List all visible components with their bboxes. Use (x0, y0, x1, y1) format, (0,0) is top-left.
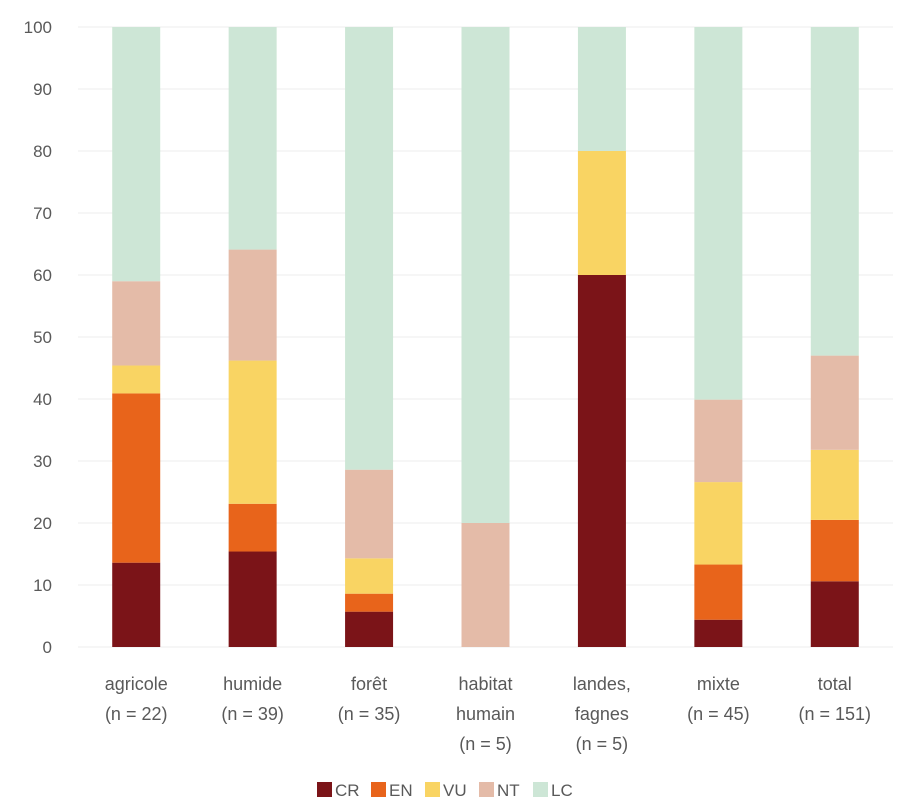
y-tick-label: 70 (33, 204, 52, 223)
bar-segment-en (228, 503, 277, 552)
legend-label-vu: VU (443, 781, 467, 800)
legend-swatch-cr (317, 782, 332, 797)
y-tick-label: 30 (33, 452, 52, 471)
y-tick-label: 10 (33, 576, 52, 595)
x-category-label: agricole (105, 674, 168, 694)
x-category-label: humain (456, 704, 515, 724)
bar-segment-vu (694, 482, 743, 565)
bar-segment-cr (577, 275, 626, 647)
y-tick-label: 50 (33, 328, 52, 347)
bar-segment-cr (345, 611, 394, 647)
y-axis: 0 10 20 30 40 50 60 70 80 90 100 (24, 18, 52, 657)
legend-label-en: EN (389, 781, 413, 800)
x-category-label: habitat (458, 674, 512, 694)
bar-segment-en (810, 519, 859, 582)
x-category-label: (n = 35) (338, 704, 401, 724)
legend-label-nt: NT (497, 781, 520, 800)
bar-segment-vu (228, 360, 277, 504)
y-tick-label: 20 (33, 514, 52, 533)
x-category-label: humide (223, 674, 282, 694)
y-tick-label: 100 (24, 18, 52, 37)
bar-segment-vu (810, 449, 859, 520)
bar-segment-vu (577, 151, 626, 275)
bar-segment-vu (112, 365, 161, 394)
x-category-label: (n = 22) (105, 704, 168, 724)
bar-segment-nt (810, 355, 859, 450)
y-tick-label: 80 (33, 142, 52, 161)
legend-label-lc: LC (551, 781, 573, 800)
bar-segment-en (694, 564, 743, 620)
bar-segment-lc (810, 27, 859, 356)
x-category-label: (n = 39) (221, 704, 284, 724)
bar-segment-lc (345, 27, 394, 470)
bar-segment-lc (694, 27, 743, 400)
bar-segment-en (112, 393, 161, 563)
bar-segment-lc (577, 27, 626, 151)
bar-segment-en (345, 593, 394, 612)
legend-swatch-nt (479, 782, 494, 797)
bar-segment-nt (694, 399, 743, 483)
x-category-label: total (818, 674, 852, 694)
bar-segment-nt (461, 523, 510, 647)
y-tick-label: 60 (33, 266, 52, 285)
x-category-label: landes, (573, 674, 631, 694)
bar-segment-cr (112, 562, 161, 647)
bars (112, 27, 859, 647)
x-category-label: forêt (351, 674, 387, 694)
legend: CR EN VU NT LC (317, 781, 573, 800)
bar-segment-vu (345, 558, 394, 594)
y-tick-label: 0 (43, 638, 52, 657)
bar-segment-cr (228, 551, 277, 647)
x-category-label: (n = 151) (799, 704, 872, 724)
legend-swatch-lc (533, 782, 548, 797)
bar-segment-lc (112, 27, 161, 282)
legend-swatch-en (371, 782, 386, 797)
bar-segment-cr (810, 581, 859, 647)
bar-segment-lc (228, 27, 277, 250)
x-category-label: mixte (697, 674, 740, 694)
bar-segment-nt (228, 249, 277, 361)
bar-segment-lc (461, 27, 510, 523)
bar-segment-nt (112, 281, 161, 366)
x-category-label: fagnes (575, 704, 629, 724)
y-tick-label: 90 (33, 80, 52, 99)
x-category-label: (n = 5) (576, 734, 629, 754)
bar-segment-nt (345, 469, 394, 559)
x-category-label: (n = 5) (459, 734, 512, 754)
x-axis: agricole (n = 22) humide (n = 39) forêt (n = … (105, 674, 871, 754)
y-tick-label: 40 (33, 390, 52, 409)
legend-label-cr: CR (335, 781, 360, 800)
bar-segment-cr (694, 619, 743, 647)
x-category-label: (n = 45) (687, 704, 750, 724)
legend-swatch-vu (425, 782, 440, 797)
